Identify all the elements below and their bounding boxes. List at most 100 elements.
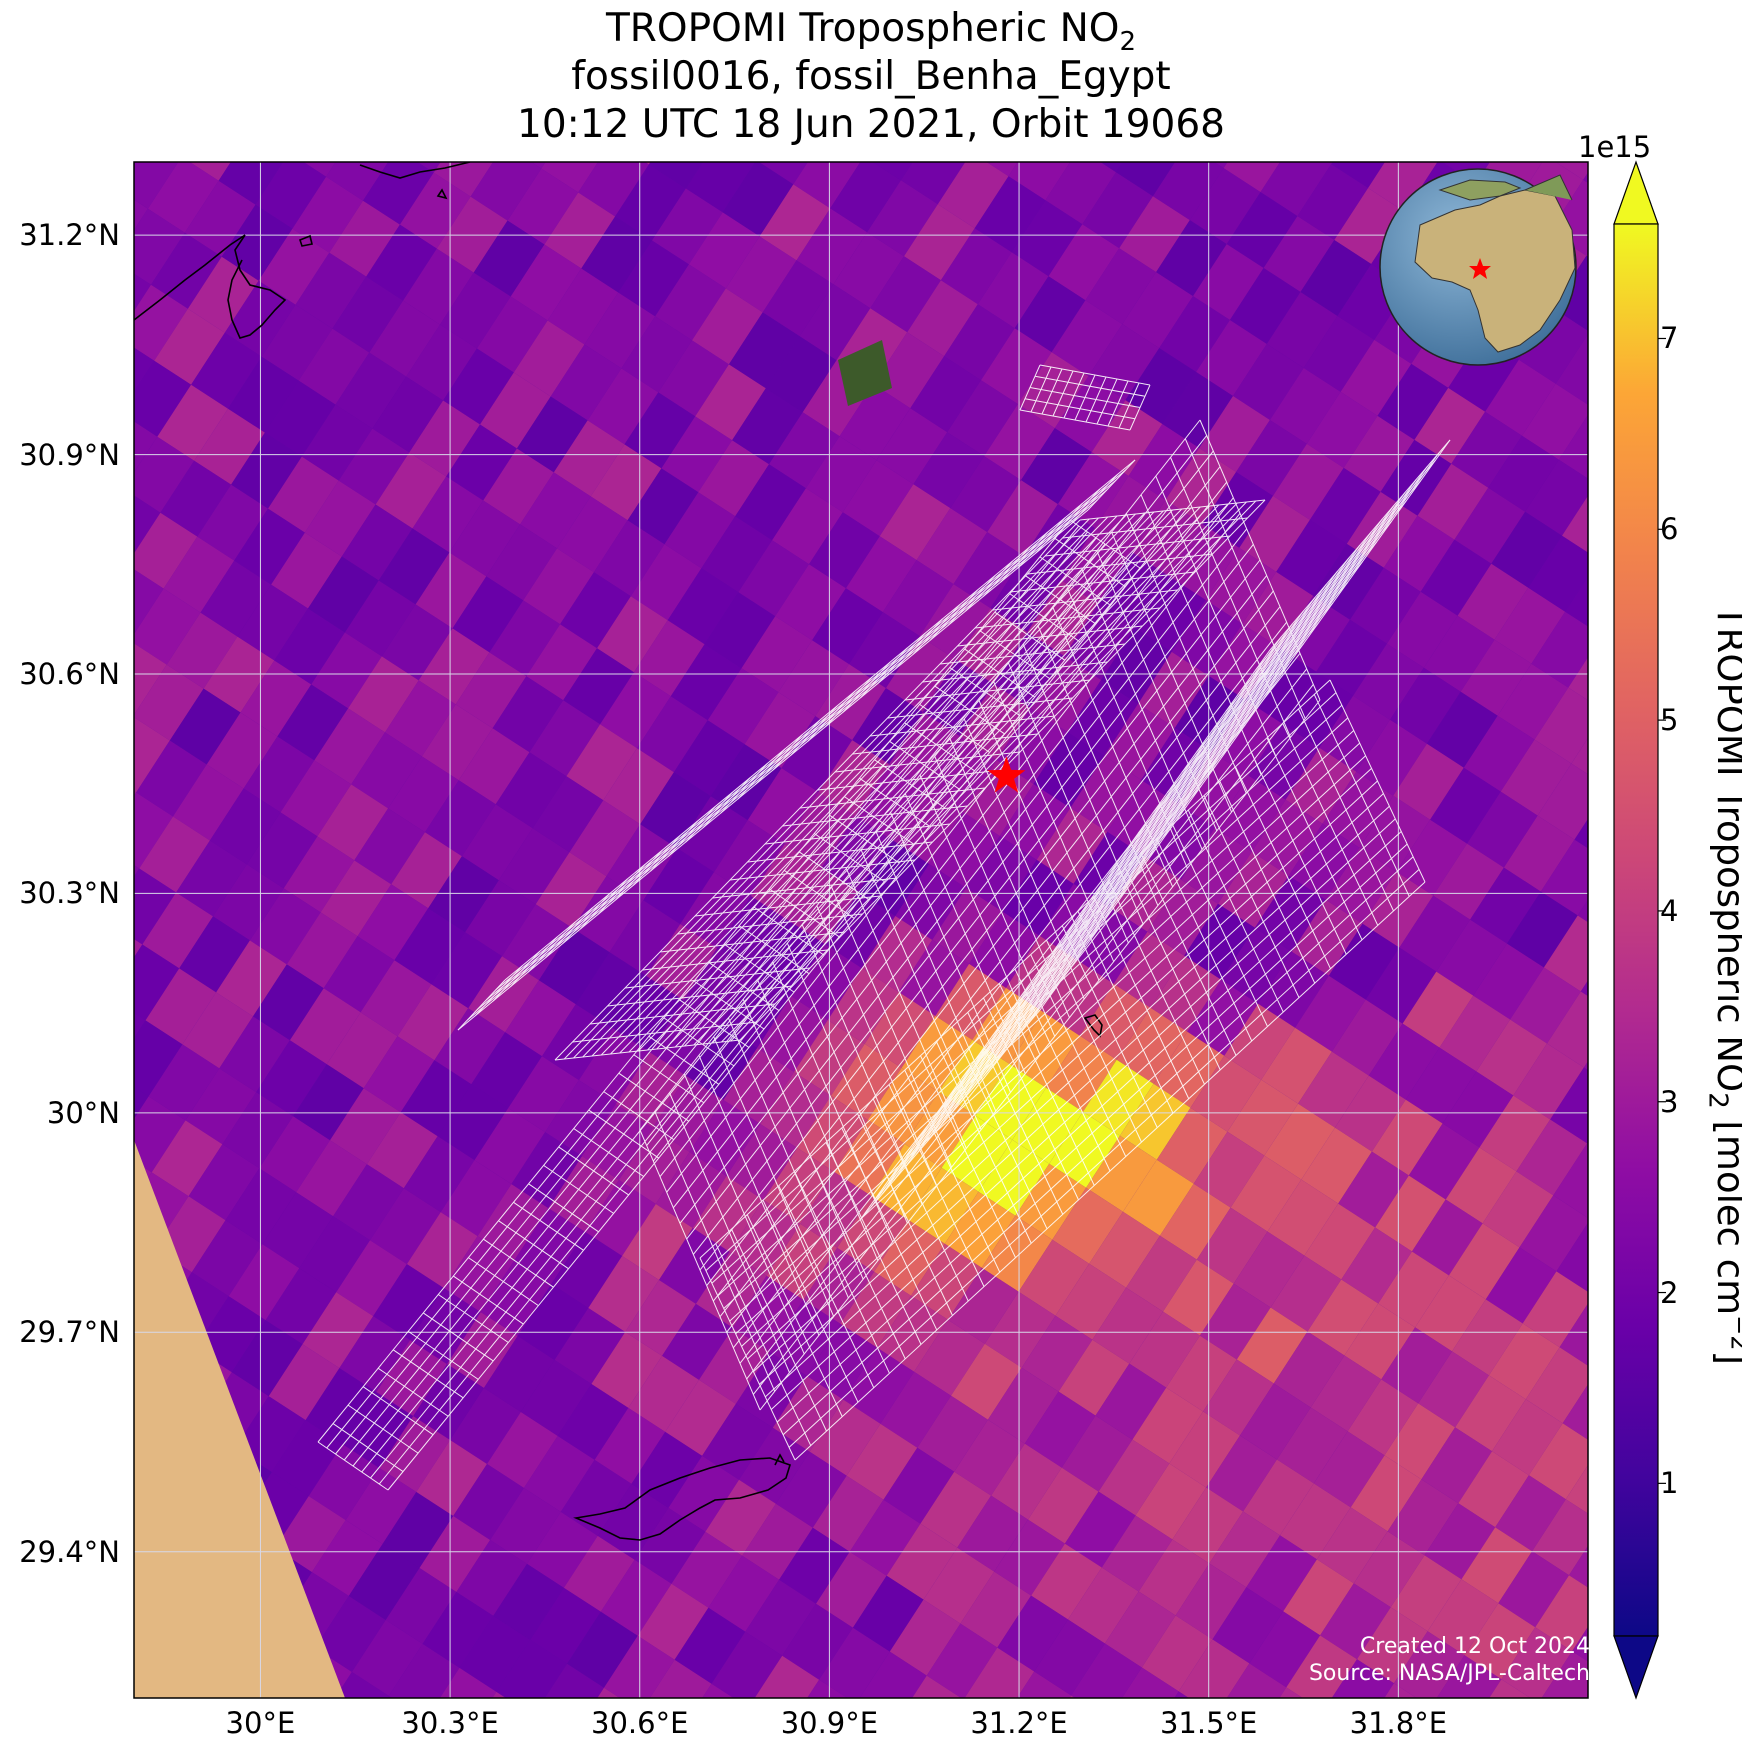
no2-pixel [707,668,779,745]
no2-pixel [1286,1635,1357,1698]
no2-pixel [1458,1451,1529,1528]
no2-pixel [1021,1315,1093,1392]
no2-pixel [259,1116,330,1193]
footprint-grid-line [607,985,793,1007]
no2-pixel [510,244,582,321]
desert-land-patch [134,1140,345,1698]
no2-pixel [206,712,278,789]
footprint-grid-line [624,967,811,989]
no2-pixel [1378,1251,1449,1328]
footprint-grid-line [841,1127,938,1331]
no2-pixel [688,212,760,289]
no2-pixel [819,1627,890,1698]
no2-pixel [1011,200,1083,277]
no2-pixel [148,1044,220,1121]
no2-pixel [203,636,275,713]
no2-pixel [1181,827,1252,904]
footprint-grid-line [573,1128,644,1177]
no2-pixel [1356,719,1427,796]
footprint-grid-line [1024,398,1136,420]
footprint-grid-line [642,949,828,971]
no2-pixel [243,736,315,813]
no2-pixel [849,1499,921,1576]
footprint-grid-line [746,1214,843,1417]
no2-pixel [643,848,714,925]
no2-pixel [625,1280,696,1356]
no2-pixel [680,872,751,949]
no2-pixel [1334,188,1405,264]
no2-pixel [1485,1247,1557,1324]
latitude-label: 30.3°N [19,876,120,911]
no2-pixel [1196,1207,1268,1284]
no2-pixel [275,1496,346,1573]
no2-pixel [179,916,250,993]
no2-pixel [47,1200,118,1276]
no2-pixel [1565,1465,1588,1514]
footprint-grid-line [1006,806,1187,1017]
footprint-grid-line [475,965,523,1016]
no2-pixel [1193,244,1264,320]
no2-pixel [476,296,548,373]
no2-pixel [1221,927,1292,1004]
no2-pixel [845,536,917,613]
no2-pixel [947,380,1018,457]
footprint-grid-line [932,907,1114,1119]
no2-pixel [252,77,323,153]
no2-pixel [134,1086,149,1119]
no2-pixel [1088,324,1160,401]
vegetation-patch [838,340,892,406]
no2-pixel [852,1575,924,1652]
no2-pixel [655,264,726,341]
no2-pixel [495,752,567,829]
no2-pixel [1476,1019,1547,1096]
no2-pixel [296,1140,367,1217]
no2-pixel [163,536,235,613]
no2-pixel [47,313,118,389]
no2-pixel [1460,639,1532,716]
no2-pixel [1421,1427,1492,1504]
footprint-grid-line [720,762,768,814]
no2-pixel [336,1240,407,1317]
no2-pixel [458,728,530,805]
no2-pixel [744,692,816,769]
map-frame [133,161,1589,1699]
no2-pixel [399,172,471,249]
footprint-grid-line [747,841,933,863]
no2-pixel [443,1236,515,1313]
no2-pixel [1156,1107,1228,1184]
no2-pixel [569,800,641,877]
no2-pixel [1405,1047,1477,1124]
no2-pixel [234,1396,306,1473]
no2-pixel [1199,396,1270,472]
no2-pixel [1436,1655,1502,1698]
no2-pixel [1427,1579,1499,1656]
no2-pixel [366,1112,438,1189]
no2-pixel [1307,1279,1379,1356]
no2-pixel [1283,1559,1354,1636]
no2-pixel [728,312,800,389]
no2-pixel [449,500,521,577]
no2-pixel [433,162,494,197]
no2-pixel [1150,68,1221,144]
no2-pixel [1089,1211,1160,1288]
no2-pixel [1371,1099,1443,1176]
no2-pixel [667,568,739,645]
no2-pixel [1034,1619,1105,1696]
footprint-grid-line [1064,724,1246,936]
no2-pixel [200,560,272,637]
no2-pixel [1243,1459,1314,1536]
no2-pixel [1125,348,1197,424]
no2-pixel [840,1271,911,1348]
footprint-grid-line [1029,387,1141,408]
no2-pixel [145,81,216,157]
no2-pixel [134,865,140,877]
no2-pixel [627,468,699,545]
no2-pixel [920,1471,992,1548]
no2-pixel [151,1120,223,1197]
footprint-grid-line [702,777,751,829]
no2-pixel [406,324,477,401]
no2-pixel [1375,1175,1446,1252]
no2-pixel [1488,1323,1560,1400]
footprint-grid-line [558,1146,629,1196]
